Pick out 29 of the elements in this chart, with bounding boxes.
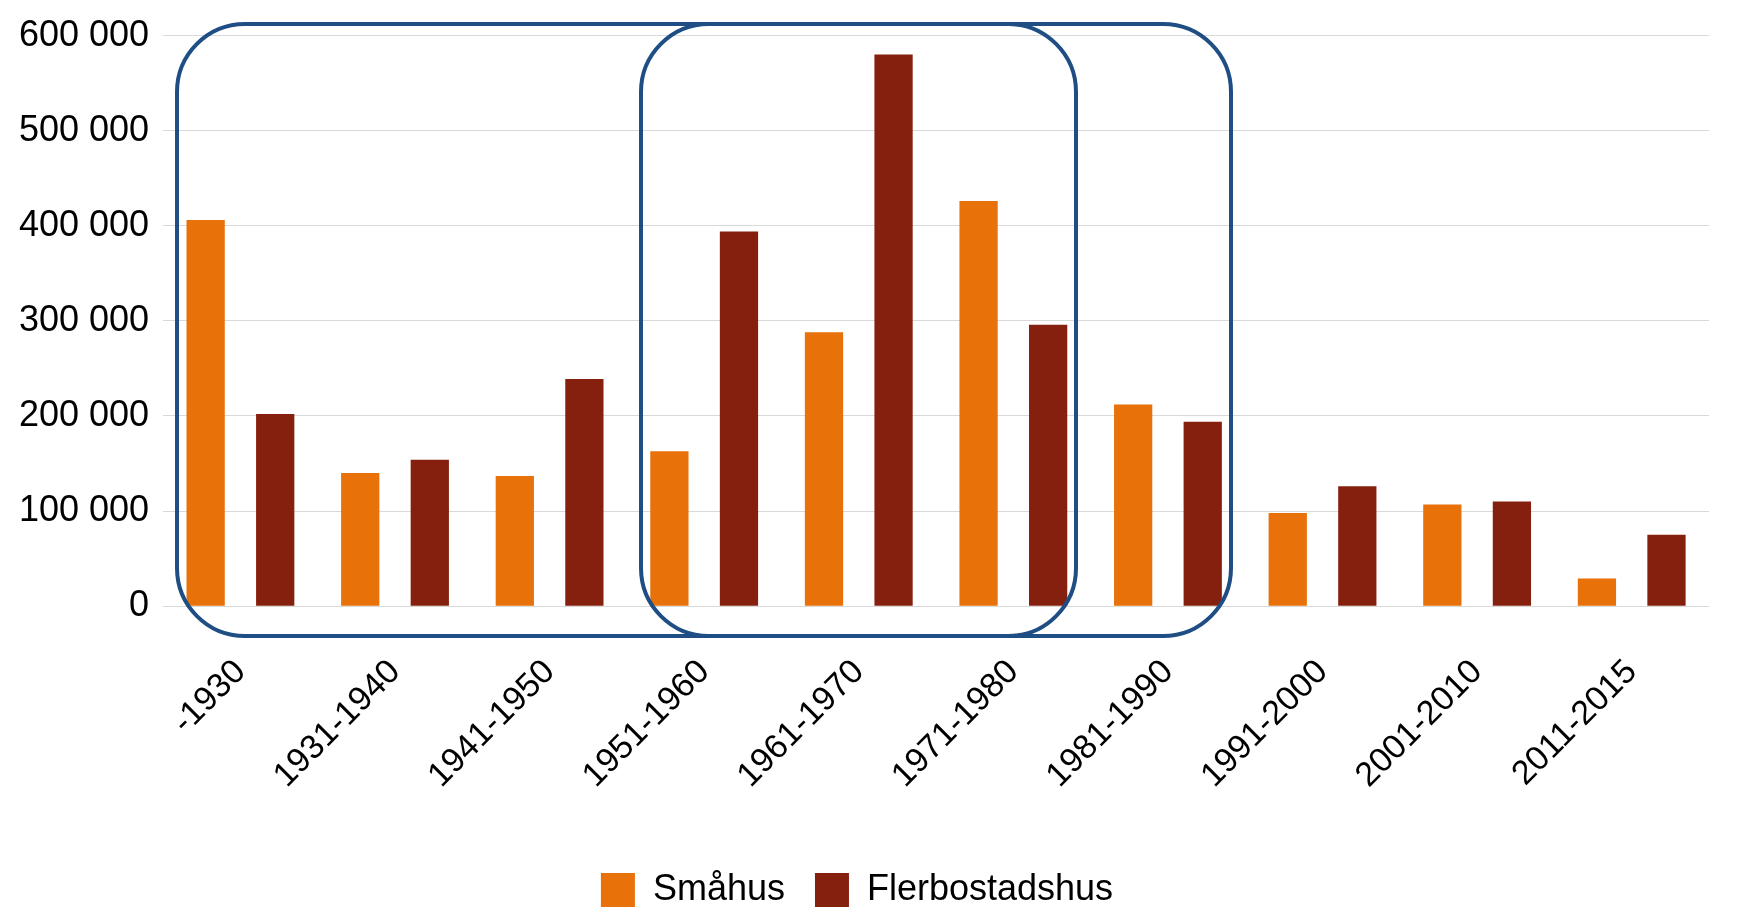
y-tick-label: 300 000 [18,297,150,339]
bar [1114,404,1153,606]
bar [1029,324,1068,606]
bar [1577,578,1617,606]
bar [1492,501,1532,606]
y-tick-label: 400 000 [18,202,150,244]
bar [719,231,759,606]
bar [1647,534,1686,606]
bar [495,475,534,606]
bar [341,473,380,606]
y-tick-label: 600 000 [18,12,150,54]
y-tick-label: 200 000 [18,392,150,434]
y-tick-label: 100 000 [18,488,150,529]
bar [804,332,844,606]
legend-label: Flerbostadshus [866,866,1114,908]
legend-label: Småhus [652,866,785,908]
bar [186,220,225,606]
bar [1423,504,1462,606]
bar [650,451,689,606]
bar [1338,486,1377,606]
bar [1183,421,1222,606]
bar [565,378,604,606]
bar [1268,512,1307,606]
y-tick-label: 0 [129,583,150,625]
bar [410,459,449,606]
bar [959,201,998,606]
y-tick-label: 500 000 [18,107,150,149]
bar [874,54,913,606]
bar [256,414,295,606]
